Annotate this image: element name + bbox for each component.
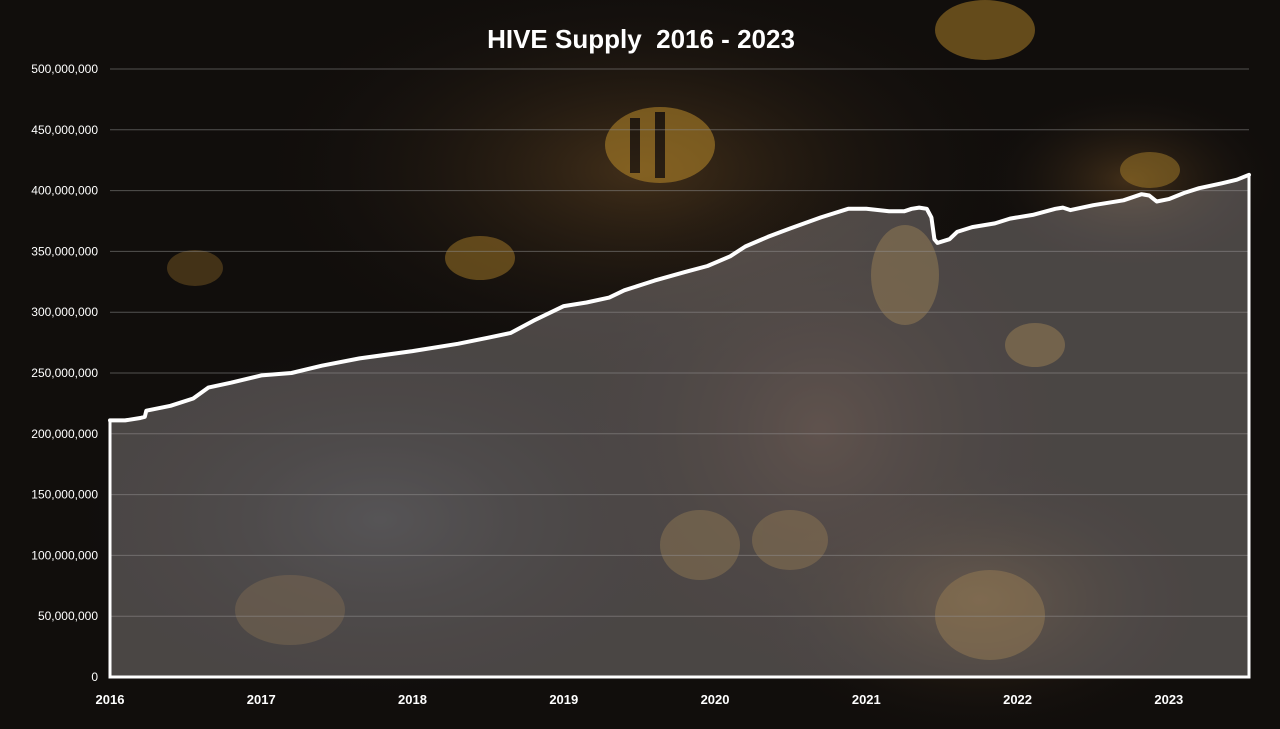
- data-point: [729, 255, 731, 257]
- data-point: [207, 387, 209, 389]
- data-point: [918, 207, 920, 209]
- data-point: [790, 227, 792, 229]
- data-point: [192, 397, 194, 400]
- gridlines: [110, 68, 1249, 617]
- data-point: [144, 416, 146, 418]
- x-tick-label: 2018: [398, 692, 427, 707]
- chart-title: HIVE Supply 2016 - 2023: [487, 24, 795, 54]
- data-point: [820, 216, 822, 218]
- data-point: [706, 265, 709, 267]
- data-point: [1183, 192, 1185, 194]
- y-tick-label: 200,000,000: [31, 427, 98, 441]
- data-point: [1156, 200, 1158, 203]
- data-point: [948, 238, 951, 240]
- supply-area: [110, 174, 1249, 678]
- data-point: [623, 289, 625, 291]
- y-tick-label: 300,000,000: [31, 305, 98, 319]
- data-point: [744, 245, 746, 248]
- y-tick-label: 0: [91, 670, 98, 684]
- data-point: [1122, 199, 1125, 201]
- y-tick-label: 100,000,000: [31, 548, 98, 562]
- x-tick-label: 2020: [701, 692, 730, 707]
- data-series: [108, 172, 1251, 679]
- data-point: [1198, 187, 1200, 189]
- data-point: [359, 357, 361, 359]
- data-point: [260, 374, 262, 376]
- data-point: [290, 372, 293, 374]
- y-tick-label: 50,000,000: [38, 609, 98, 623]
- data-point: [936, 242, 939, 244]
- data-point: [933, 238, 936, 240]
- data-point: [321, 365, 323, 367]
- data-point: [1062, 207, 1064, 209]
- data-point: [1092, 204, 1094, 206]
- data-point: [608, 297, 610, 299]
- data-point: [1009, 218, 1011, 220]
- data-point: [1248, 174, 1250, 176]
- data-point: [487, 337, 489, 339]
- x-tick-label: 2016: [96, 692, 125, 707]
- y-tick-label: 400,000,000: [31, 184, 98, 198]
- data-point: [930, 216, 933, 218]
- y-tick-label: 350,000,000: [31, 244, 98, 258]
- data-point: [145, 410, 147, 412]
- data-point: [1032, 214, 1034, 216]
- data-point: [169, 405, 172, 407]
- data-point: [563, 305, 565, 307]
- data-point: [109, 419, 111, 421]
- x-tick-label: 2017: [247, 692, 276, 707]
- y-tick-label: 450,000,000: [31, 123, 98, 137]
- data-point: [956, 231, 958, 233]
- area-border: [108, 174, 1251, 679]
- data-point: [1236, 179, 1238, 181]
- y-tick-label: 250,000,000: [31, 366, 98, 380]
- data-point: [767, 236, 769, 238]
- data-point: [532, 320, 535, 322]
- x-tick-label: 2021: [852, 692, 881, 707]
- data-point: [1148, 194, 1150, 197]
- y-axis: 0 50,000,000 100,000,000 150,000,000 200,000…: [31, 62, 98, 684]
- x-tick-label: 2022: [1003, 692, 1032, 707]
- data-point: [994, 222, 996, 224]
- y-tick-label: 150,000,000: [31, 488, 98, 502]
- data-point: [847, 208, 849, 210]
- supply-line: [108, 172, 1251, 423]
- data-point: [1141, 193, 1143, 195]
- data-point: [230, 382, 232, 384]
- data-point: [911, 208, 913, 210]
- data-point: [1221, 182, 1223, 184]
- data-point: [888, 210, 890, 212]
- data-point: [411, 350, 414, 352]
- data-point: [457, 343, 459, 345]
- data-point: [1054, 208, 1056, 210]
- y-tick-label: 500,000,000: [31, 62, 98, 76]
- data-point: [1069, 209, 1072, 211]
- x-tick-label: 2019: [549, 692, 578, 707]
- data-point: [865, 208, 867, 210]
- data-point: [926, 208, 928, 210]
- data-point: [139, 417, 141, 419]
- data-point: [1168, 198, 1170, 200]
- x-axis: 2016 2017 2018 2019 2020 2021 2022 2023: [96, 692, 1184, 707]
- data-point: [653, 280, 656, 282]
- x-tick-label: 2023: [1154, 692, 1183, 707]
- data-point: [684, 271, 686, 273]
- data-point: [971, 226, 973, 228]
- data-point: [124, 419, 126, 421]
- data-point: [510, 332, 512, 334]
- data-point: [903, 210, 905, 212]
- data-point: [585, 301, 588, 304]
